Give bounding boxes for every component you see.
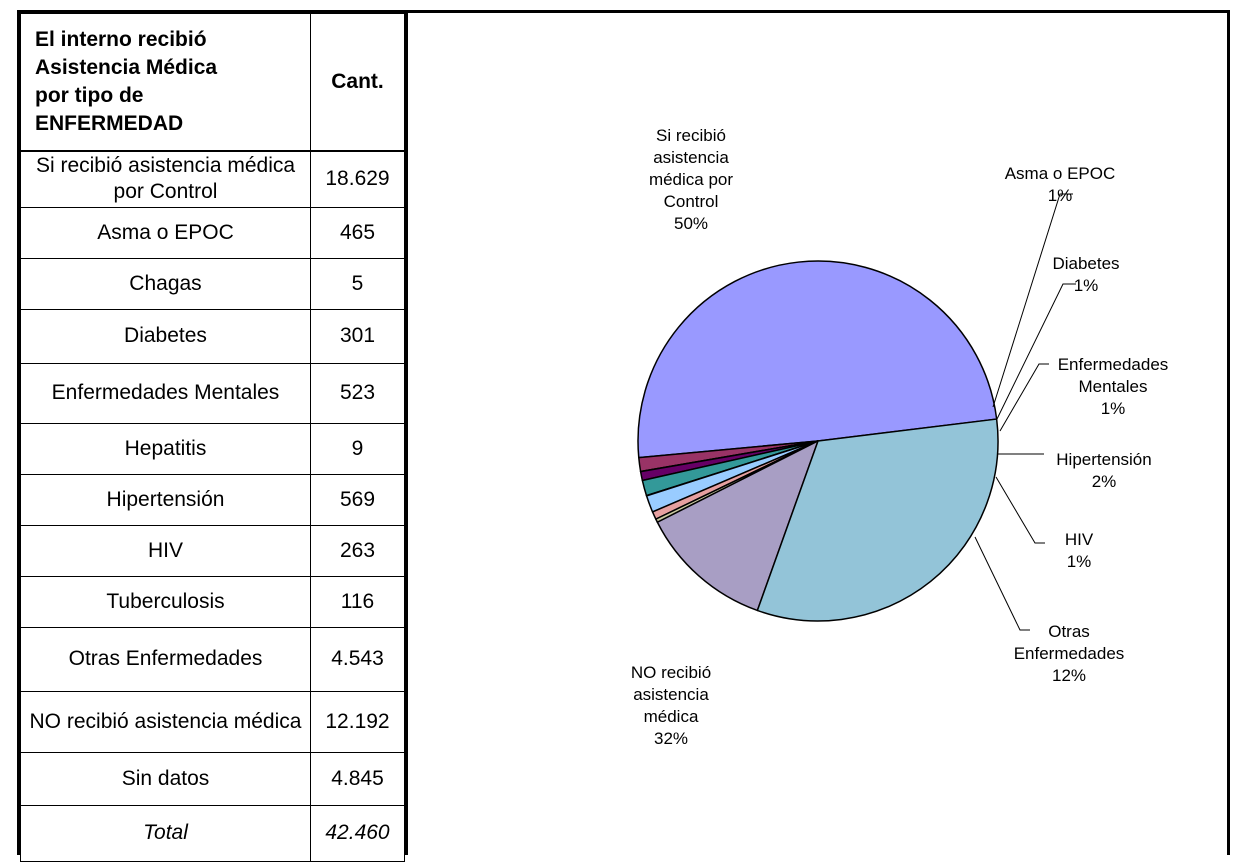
total-value: 42.460 bbox=[310, 804, 405, 862]
table-header-row: El interno recibió Asistencia Médica por… bbox=[20, 13, 405, 152]
slice-label-line: Control bbox=[664, 192, 719, 211]
row-label: Hipertensión bbox=[20, 473, 311, 526]
pie-slice bbox=[637, 260, 998, 459]
pie-slice bbox=[656, 440, 819, 612]
slice-label-line: 1% bbox=[1067, 552, 1092, 571]
slice-label-line: 2% bbox=[1092, 472, 1117, 491]
table-row: Otras Enfermedades 4.543 bbox=[20, 626, 405, 692]
total-label: Total bbox=[20, 804, 311, 862]
row-value: 5 bbox=[310, 257, 405, 310]
row-label: Enfermedades Mentales bbox=[20, 362, 311, 424]
leader-line bbox=[992, 193, 1073, 408]
table-row: Diabetes 301 bbox=[20, 308, 405, 364]
slice-label-line: Diabetes bbox=[1052, 254, 1119, 273]
chart-panel: Si recibió asistencia médica por Control 50%… bbox=[408, 10, 1230, 855]
row-label: Asma o EPOC bbox=[20, 206, 311, 259]
row-value: 523 bbox=[310, 362, 405, 424]
table-row: Enfermedades Mentales 523 bbox=[20, 362, 405, 424]
leader-line bbox=[996, 283, 1076, 420]
table-row: NO recibió asistencia médica 12.192 bbox=[20, 690, 405, 753]
slice-label-line: Enfermedades bbox=[1014, 644, 1125, 663]
row-value: 4.543 bbox=[310, 626, 405, 692]
slice-label-line: 12% bbox=[1052, 666, 1086, 685]
table-row: Asma o EPOC 465 bbox=[20, 206, 405, 259]
row-value: 301 bbox=[310, 308, 405, 364]
leader-line bbox=[999, 363, 1049, 432]
row-label: Si recibió asistencia médica por Control bbox=[20, 150, 311, 208]
slice-label-line: Enfermedades bbox=[1058, 355, 1169, 374]
row-value: 18.629 bbox=[310, 150, 405, 208]
slice-label: Otras Enfermedades 12% bbox=[1014, 622, 1125, 685]
row-label: HIV bbox=[20, 524, 311, 577]
slice-label: Enfermedades Mentales 1% bbox=[1058, 355, 1169, 418]
slice-label-line: 32% bbox=[654, 729, 688, 748]
slice-label-line: HIV bbox=[1065, 530, 1094, 549]
header-line: Asistencia Médica bbox=[35, 56, 218, 79]
slice-label-line: 1% bbox=[1074, 276, 1099, 295]
slice-label-line: asistencia bbox=[633, 685, 709, 704]
slice-label-line: médica por bbox=[649, 170, 733, 189]
row-value: 4.845 bbox=[310, 751, 405, 806]
header-line: ENFERMEDAD bbox=[35, 112, 184, 135]
row-label: Hepatitis bbox=[20, 422, 311, 475]
leader-line bbox=[995, 476, 1045, 544]
table-row: Chagas 5 bbox=[20, 257, 405, 310]
slice-label: Diabetes 1% bbox=[1052, 254, 1119, 295]
table-row: HIV 263 bbox=[20, 524, 405, 577]
row-value: 12.192 bbox=[310, 690, 405, 753]
data-table: El interno recibió Asistencia Médica por… bbox=[20, 13, 405, 862]
header-line: El interno recibió bbox=[35, 28, 207, 51]
table-row: Sin datos 4.845 bbox=[20, 751, 405, 806]
row-value: 116 bbox=[310, 575, 405, 628]
slice-label: Si recibió asistencia médica por Control 50% bbox=[649, 126, 733, 233]
slice-label-line: Si recibió bbox=[656, 126, 726, 145]
row-label: Diabetes bbox=[20, 308, 311, 364]
row-value: 465 bbox=[310, 206, 405, 259]
slice-label-line: Mentales bbox=[1079, 377, 1148, 396]
slice-label: Asma o EPOC 1% bbox=[1005, 164, 1116, 205]
slice-label: HIV 1% bbox=[1065, 530, 1094, 571]
pie-slice bbox=[756, 418, 999, 622]
slice-label-line: 1% bbox=[1101, 399, 1126, 418]
row-value: 263 bbox=[310, 524, 405, 577]
table-row: Hepatitis 9 bbox=[20, 422, 405, 475]
table-total-row: Total 42.460 bbox=[20, 804, 405, 862]
slice-label: Hipertensión 2% bbox=[1056, 450, 1151, 491]
leader-line bbox=[974, 536, 1030, 631]
slice-label-line: 50% bbox=[674, 214, 708, 233]
slice-label-line: Otras bbox=[1048, 622, 1090, 641]
table-row: Hipertensión 569 bbox=[20, 473, 405, 526]
slice-label-line: NO recibió bbox=[631, 663, 711, 682]
header-count: Cant. bbox=[310, 13, 405, 152]
row-label: NO recibió asistencia médica bbox=[20, 690, 311, 753]
pie-chart: Si recibió asistencia médica por Control 50%… bbox=[631, 126, 1169, 748]
slice-label-line: 1% bbox=[1048, 186, 1073, 205]
slice-label-line: asistencia bbox=[653, 148, 729, 167]
header-line: por tipo de bbox=[35, 84, 144, 107]
row-value: 9 bbox=[310, 422, 405, 475]
slice-label-line: Asma o EPOC bbox=[1005, 164, 1116, 183]
table-row: Si recibió asistencia médica por Control… bbox=[20, 150, 405, 208]
row-value: 569 bbox=[310, 473, 405, 526]
row-label: Tuberculosis bbox=[20, 575, 311, 628]
header-category: El interno recibió Asistencia Médica por… bbox=[20, 13, 311, 152]
row-label: Otras Enfermedades bbox=[20, 626, 311, 692]
row-label: Sin datos bbox=[20, 751, 311, 806]
data-table-panel: El interno recibió Asistencia Médica por… bbox=[17, 10, 408, 862]
slice-label-line: médica bbox=[644, 707, 699, 726]
table-row: Tuberculosis 116 bbox=[20, 575, 405, 628]
row-label: Chagas bbox=[20, 257, 311, 310]
slice-label: NO recibió asistencia médica 32% bbox=[631, 663, 711, 748]
slice-label-line: Hipertensión bbox=[1056, 450, 1151, 469]
